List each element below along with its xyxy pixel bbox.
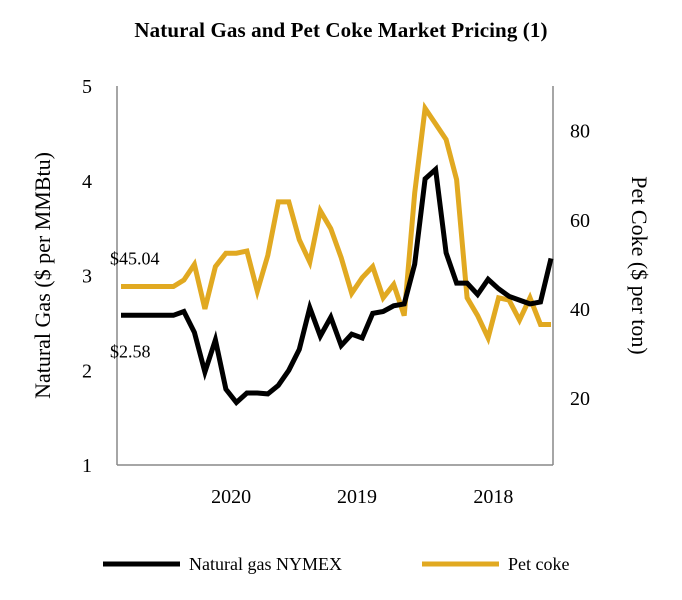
y-tick-label-left: 3 [82,266,92,288]
y-tick-label-right: 60 [570,210,590,232]
x-tick-label: 2019 [337,486,377,508]
y-tick-label-left: 2 [82,360,92,382]
series-lines [121,101,554,407]
y-axis-title-right: Pet Coke ($ per ton) [627,176,652,354]
legend-natural-gas-label: Natural gas NYMEX [189,554,342,574]
legend-pet-coke-label: Pet coke [508,554,569,574]
pet-coke-start-label: $45.04 [110,248,160,268]
y-tick-label-right: 80 [570,121,590,143]
y-axis-title-left: Natural Gas ($ per MMBtu) [30,152,55,399]
pet-coke-line [121,101,551,346]
y-tick-label-left: 5 [82,76,92,98]
y-tick-label-right: 40 [570,299,590,321]
y-tick-label-left: 4 [82,171,92,193]
tick-labels: 1 2 3 4 5 20 40 60 80 2020 2019 2018 Natural Gas ($ … [30,76,652,508]
legend: Natural gas NYMEX Pet coke [103,554,569,574]
natural-gas-line [121,164,554,407]
chart-title: Natural Gas and Pet Coke Market Pricing … [134,18,548,42]
axes [116,86,554,466]
y-tick-label-right: 20 [570,388,590,410]
natural-gas-start-label: $2.58 [110,341,151,361]
x-tick-label: 2018 [473,486,513,508]
y-tick-label-left: 1 [82,455,92,477]
annotations: $45.04 $2.58 [110,248,160,361]
x-tick-label: 2020 [211,486,251,508]
